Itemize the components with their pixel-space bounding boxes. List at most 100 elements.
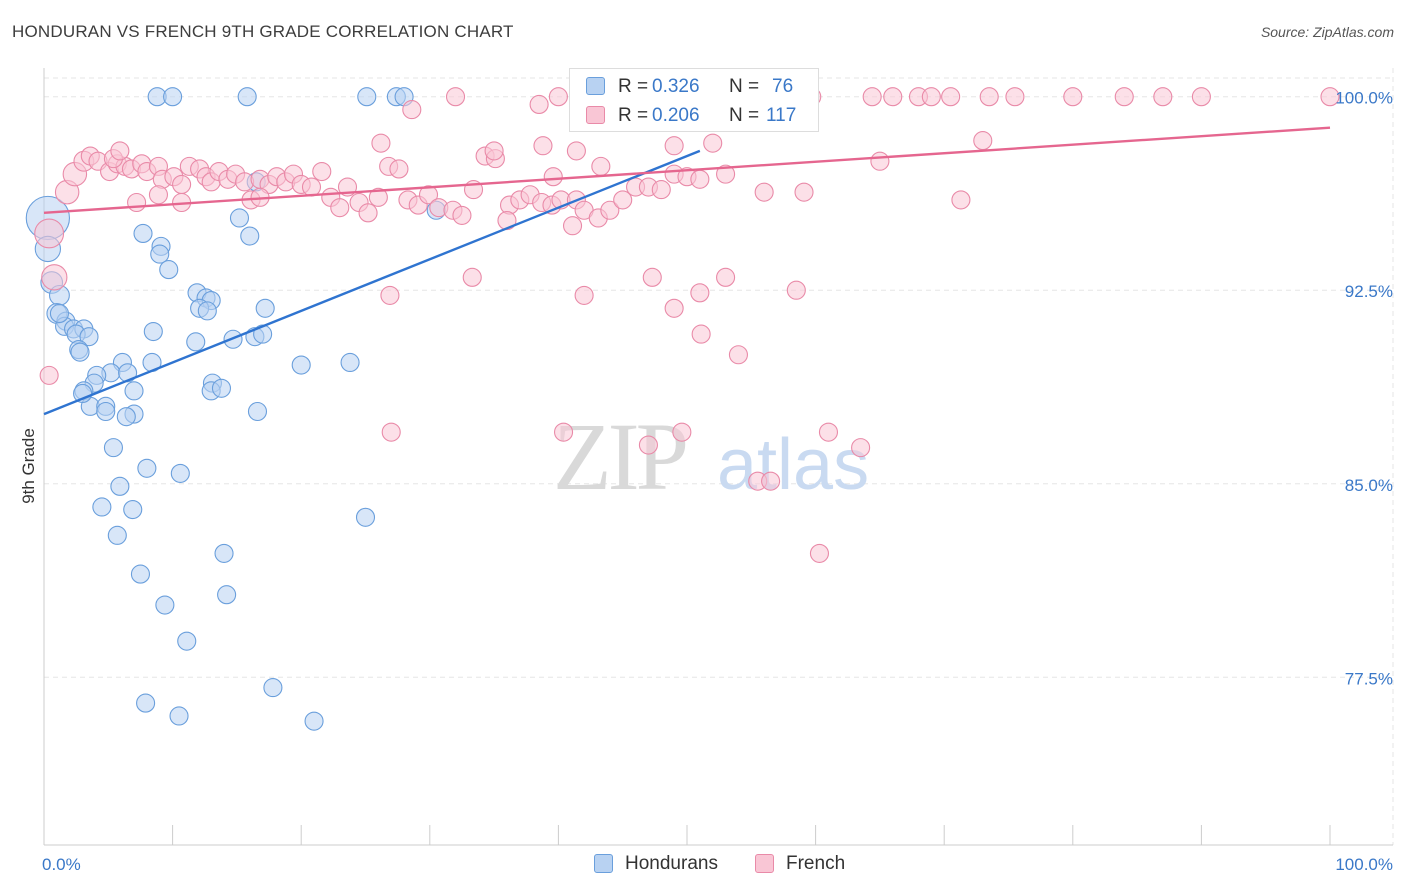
honduran-point	[177, 631, 197, 651]
french-point	[703, 133, 723, 153]
french-point	[312, 161, 332, 182]
french-point	[452, 205, 472, 225]
french-point	[1063, 87, 1083, 107]
french-point	[716, 164, 736, 184]
french-point	[883, 87, 903, 107]
hondurans-r-value: 0.326	[652, 76, 700, 97]
legend-row-hondurans: R = 0.326 N = 76	[570, 71, 818, 101]
french-legend-swatch	[755, 854, 774, 873]
french-point	[533, 136, 553, 156]
hondurans-n-label: N =	[729, 76, 760, 97]
honduran-point	[133, 223, 153, 244]
french-point	[691, 324, 711, 344]
french-point	[301, 177, 322, 197]
french-point	[642, 267, 662, 287]
honduran-point	[229, 208, 250, 228]
y-tick-label: 77.5%	[1345, 669, 1393, 688]
honduran-point	[123, 500, 143, 520]
honduran-point	[169, 706, 189, 726]
french-point	[358, 203, 378, 223]
french-n-value: 117	[766, 105, 797, 126]
hondurans-r-label: R =	[618, 76, 649, 97]
honduran-point	[70, 342, 90, 362]
french-point	[553, 422, 574, 442]
french-point	[600, 200, 620, 220]
x-tick-label-min: 0.0%	[42, 855, 81, 874]
honduran-point	[237, 87, 257, 107]
honduran-point	[197, 301, 217, 321]
french-point	[690, 169, 710, 189]
french-point	[921, 87, 941, 107]
french-point	[951, 190, 971, 210]
french-point	[870, 151, 890, 171]
legend-row-french: R = 0.206 N = 117	[570, 100, 818, 130]
chart-title: HONDURAN VS FRENCH 9TH GRADE CORRELATION…	[12, 22, 514, 41]
honduran-point	[103, 438, 123, 458]
french-point	[418, 185, 439, 205]
honduran-point	[255, 298, 275, 318]
french-swatch	[586, 106, 605, 124]
honduran-point	[340, 352, 360, 373]
french-n-label: N =	[729, 105, 760, 126]
french-point	[979, 87, 999, 107]
french-point	[148, 185, 169, 205]
french-point	[462, 267, 482, 287]
honduran-point	[155, 595, 175, 615]
honduran-point	[92, 497, 112, 517]
french-trend-line	[43, 126, 1331, 215]
french-point	[1005, 87, 1025, 107]
french-point	[651, 180, 671, 200]
watermark: ZIP atlas	[553, 403, 869, 510]
honduran-point	[96, 401, 116, 422]
french-point	[368, 187, 388, 207]
french-point	[809, 543, 830, 563]
french-point	[566, 141, 586, 161]
french-point	[39, 365, 59, 385]
honduran-point	[247, 401, 268, 422]
french-r-label: R =	[618, 105, 649, 126]
hondurans-legend-swatch	[594, 854, 613, 873]
hondurans-trend-line	[43, 149, 701, 416]
honduran-point	[291, 355, 311, 375]
french-point	[562, 216, 583, 236]
french-point	[664, 298, 684, 318]
french-point	[543, 167, 563, 187]
hondurans-n-value: 76	[772, 76, 794, 97]
french-point	[591, 156, 611, 176]
honduran-point	[263, 678, 283, 698]
honduran-point	[110, 476, 130, 496]
honduran-point	[143, 321, 163, 342]
french-point	[529, 94, 549, 114]
french-point	[794, 182, 814, 202]
french-point	[484, 141, 504, 161]
x-tick-label-max: 100.0%	[1335, 855, 1393, 874]
french-point	[574, 285, 594, 305]
french-legend-label: French	[786, 853, 846, 874]
french-point	[548, 87, 568, 107]
french-point	[172, 174, 192, 194]
honduran-point	[240, 226, 260, 246]
french-point	[786, 280, 806, 300]
series-hondurans	[25, 87, 446, 731]
french-point	[672, 422, 692, 442]
french-point	[941, 87, 961, 107]
honduran-point	[211, 378, 232, 398]
french-point	[1114, 87, 1134, 107]
french-point	[371, 133, 391, 153]
french-point	[690, 283, 710, 303]
french-point	[754, 182, 774, 202]
french-point	[380, 285, 400, 305]
french-point	[973, 131, 993, 151]
french-point	[638, 435, 658, 455]
stats-legend: R = 0.326 N = 76 R = 0.206 N = 117	[569, 68, 819, 132]
french-point	[402, 100, 422, 120]
grid-layer	[44, 68, 1394, 845]
y-tick-label: 85.0%	[1345, 476, 1393, 495]
honduran-point	[355, 507, 376, 527]
series-french	[34, 87, 1340, 563]
y-tick-label: 92.5%	[1345, 282, 1393, 301]
hondurans-legend-label: Hondurans	[625, 853, 718, 874]
honduran-point	[137, 458, 157, 478]
honduran-point	[130, 564, 150, 584]
